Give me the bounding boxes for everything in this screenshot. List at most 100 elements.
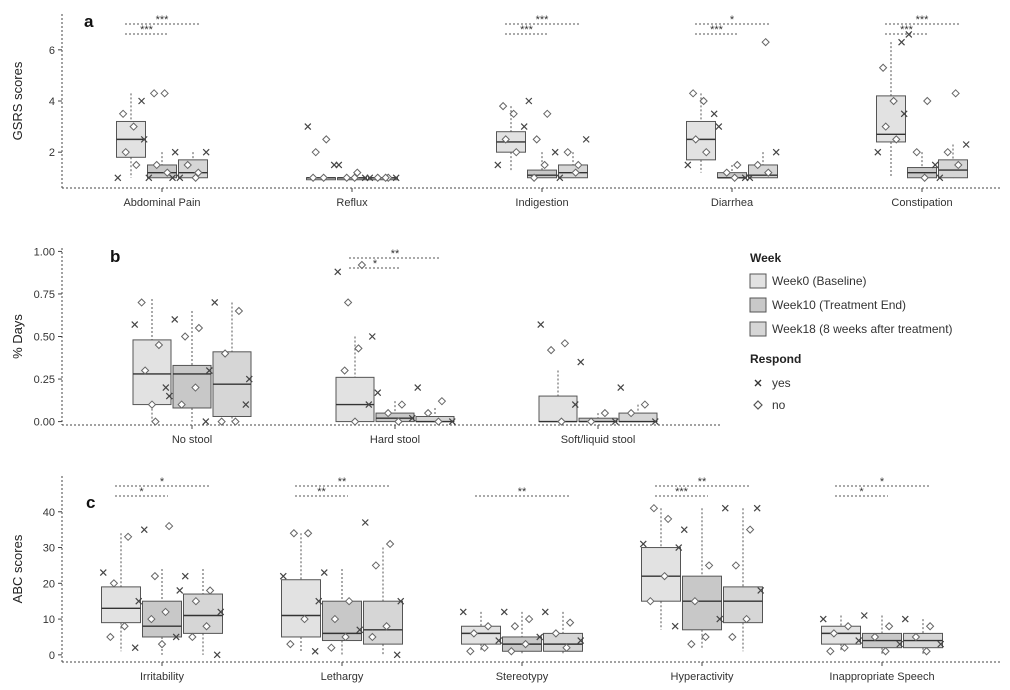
point-yes [772, 148, 780, 156]
point-yes [414, 384, 422, 391]
point-no [560, 339, 570, 348]
point-no [912, 147, 921, 157]
significance-label: * [880, 476, 885, 488]
point-no [512, 147, 521, 157]
significance-label: * [730, 14, 735, 26]
point-no [563, 147, 572, 157]
point-yes [901, 615, 909, 623]
point-no [194, 168, 203, 177]
point-no [373, 173, 382, 182]
point-no [164, 521, 174, 531]
point-no [843, 622, 853, 631]
point-no [704, 561, 714, 570]
legend: Week Week0 (Baseline) Week10 (Treatment En… [749, 251, 953, 412]
y-tick-label: 20 [43, 578, 55, 590]
y-tick-label: 0.25 [34, 374, 55, 386]
point-no [344, 596, 354, 606]
panel-label: b [110, 247, 120, 266]
point-yes [931, 161, 939, 169]
box-c-2-0 [461, 625, 501, 645]
point-no [147, 614, 156, 624]
point-no [878, 63, 888, 72]
point-yes [135, 597, 143, 605]
point-yes [99, 569, 107, 577]
point-yes [675, 544, 683, 551]
point-yes [757, 587, 765, 594]
point-yes [819, 615, 827, 623]
x-tick-label: Stereotypy [496, 671, 549, 683]
box-c-0-2 [183, 593, 223, 634]
point-no [521, 639, 530, 649]
point-no [303, 529, 313, 538]
point-yes [715, 123, 723, 131]
significance-label: ** [698, 476, 707, 488]
point-no [571, 168, 580, 177]
y-axis-label: ABC scores [10, 534, 25, 603]
point-no [640, 400, 650, 409]
point-no [469, 629, 479, 638]
point-yes [936, 174, 944, 182]
point-no [501, 135, 510, 144]
significance-label: *** [140, 24, 154, 36]
legend-week-label: Week0 (Baseline) [772, 274, 867, 288]
point-yes [962, 141, 970, 148]
point-yes [577, 637, 585, 644]
legend-respond-label: no [772, 398, 786, 412]
point-no [829, 629, 839, 638]
point-no [340, 366, 349, 375]
significance-label: *** [520, 24, 534, 36]
point-yes [356, 626, 364, 634]
y-tick-label: 0.00 [34, 417, 55, 429]
significance-label: ** [518, 486, 527, 498]
point-no [722, 168, 731, 177]
point-yes [860, 612, 868, 619]
significance-label: *** [536, 14, 550, 26]
point-yes [315, 597, 323, 605]
point-no [350, 417, 360, 426]
point-no [183, 160, 192, 170]
point-no [646, 596, 655, 606]
point-no [733, 160, 742, 170]
point-yes [671, 622, 679, 630]
point-no [368, 632, 377, 642]
point-no [540, 160, 549, 170]
point-no [557, 417, 566, 426]
point-no [180, 332, 190, 341]
legend-week-label: Week10 (Treatment End) [772, 298, 906, 312]
point-yes [874, 148, 882, 156]
point-no [507, 647, 516, 656]
point-yes [335, 161, 343, 169]
point-no [319, 173, 328, 182]
point-yes [368, 333, 376, 340]
legend-marker-yes [754, 379, 762, 387]
y-tick-label: 10 [43, 614, 55, 626]
y-tick-label: 0.75 [34, 289, 55, 301]
point-yes [680, 526, 688, 534]
point-no [129, 122, 138, 131]
point-no [660, 571, 669, 581]
point-no [764, 168, 773, 177]
point-no [529, 173, 539, 182]
point-no [357, 260, 367, 270]
x-tick-label: Soft/liquid stool [561, 434, 636, 446]
point-no [922, 647, 931, 656]
x-tick-label: Reflux [336, 197, 368, 209]
point-no [702, 147, 711, 157]
point-no [870, 632, 880, 642]
box-b-1-1 [375, 412, 415, 423]
point-no [954, 160, 963, 170]
point-yes [541, 608, 549, 616]
point-no [731, 561, 741, 570]
point-no [480, 643, 489, 652]
point-yes [905, 31, 913, 38]
point-no [151, 417, 160, 426]
significance-label: ** [338, 476, 347, 488]
point-yes [611, 418, 619, 426]
legend-respond-label: yes [772, 376, 791, 390]
significance-label: * [139, 486, 144, 498]
significance-label: *** [900, 24, 914, 36]
point-no [699, 96, 708, 106]
point-no [742, 614, 751, 624]
point-yes [448, 418, 456, 426]
point-yes [320, 569, 328, 577]
